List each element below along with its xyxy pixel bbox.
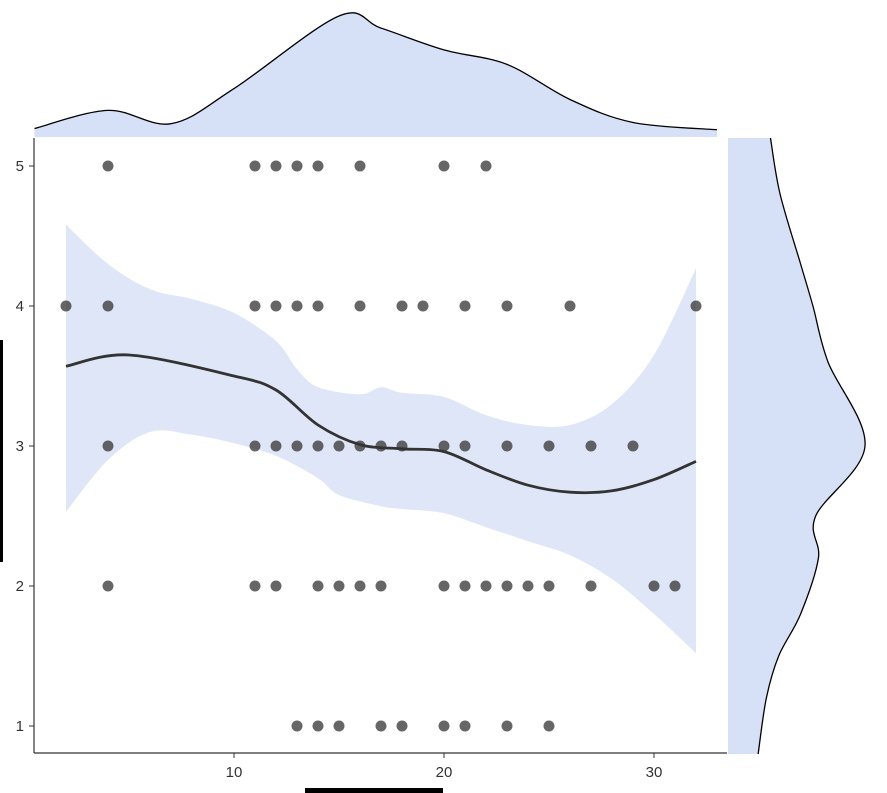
data-point xyxy=(543,580,555,592)
x-density-curve xyxy=(34,12,718,131)
data-point xyxy=(459,440,471,452)
data-point xyxy=(270,440,282,452)
data-point xyxy=(438,580,450,592)
data-point xyxy=(333,440,345,452)
data-point xyxy=(312,720,324,732)
data-point xyxy=(585,440,597,452)
x-tick-label: 20 xyxy=(436,764,453,781)
data-point xyxy=(480,580,492,592)
data-point xyxy=(354,160,366,172)
data-point xyxy=(270,160,282,172)
data-point xyxy=(501,300,513,312)
data-point xyxy=(438,440,450,452)
data-point xyxy=(501,720,513,732)
data-point xyxy=(249,300,261,312)
data-point xyxy=(102,440,114,452)
data-point xyxy=(459,580,471,592)
x-density-area xyxy=(34,12,717,137)
y-tick-label: 1 xyxy=(16,718,24,735)
data-point xyxy=(375,580,387,592)
data-point xyxy=(333,720,345,732)
y-density-curve xyxy=(757,137,866,755)
x-tick-label: 30 xyxy=(646,764,663,781)
data-point xyxy=(480,160,492,172)
data-point xyxy=(102,160,114,172)
y-density-area xyxy=(728,138,866,754)
smooth-line xyxy=(65,353,697,495)
data-point xyxy=(627,440,639,452)
data-point xyxy=(396,300,408,312)
data-point xyxy=(249,440,261,452)
data-point xyxy=(312,300,324,312)
y-tick-label: 5 xyxy=(16,158,24,175)
data-point xyxy=(333,580,345,592)
data-point xyxy=(249,160,261,172)
confidence-ribbon xyxy=(66,224,696,654)
data-point xyxy=(270,580,282,592)
data-point xyxy=(543,720,555,732)
smooth-curve xyxy=(65,353,697,495)
y-tick-label: 2 xyxy=(16,578,24,595)
data-point xyxy=(459,720,471,732)
data-point xyxy=(438,160,450,172)
ci-ribbon xyxy=(66,224,696,654)
data-point xyxy=(291,300,303,312)
data-point xyxy=(60,300,72,312)
y-tick-label: 3 xyxy=(16,438,24,455)
y-tick-label: 4 xyxy=(16,298,24,315)
y-density-plot xyxy=(728,137,866,755)
data-point xyxy=(102,300,114,312)
data-point xyxy=(291,440,303,452)
x-tick-label: 10 xyxy=(226,764,243,781)
x-density-plot xyxy=(34,12,718,137)
data-point xyxy=(291,160,303,172)
data-point xyxy=(438,720,450,732)
data-point xyxy=(312,580,324,592)
points xyxy=(60,160,702,732)
data-point xyxy=(354,580,366,592)
data-point xyxy=(291,720,303,732)
data-point xyxy=(270,300,282,312)
artifact-bar-left xyxy=(0,340,3,562)
data-point xyxy=(417,300,429,312)
artifact-bar-bottom xyxy=(305,788,443,793)
data-point xyxy=(249,580,261,592)
data-point xyxy=(312,440,324,452)
data-point xyxy=(501,440,513,452)
axes: 10 20 30 1 2 3 4 5 xyxy=(16,138,727,781)
data-point xyxy=(102,580,114,592)
data-point xyxy=(522,580,534,592)
data-point xyxy=(669,580,681,592)
data-point xyxy=(648,580,660,592)
data-point xyxy=(501,580,513,592)
data-point xyxy=(312,160,324,172)
data-point xyxy=(564,300,576,312)
data-point xyxy=(396,720,408,732)
data-point xyxy=(543,440,555,452)
data-point xyxy=(375,720,387,732)
data-point xyxy=(459,300,471,312)
data-point xyxy=(690,300,702,312)
data-point xyxy=(354,300,366,312)
data-point xyxy=(585,580,597,592)
